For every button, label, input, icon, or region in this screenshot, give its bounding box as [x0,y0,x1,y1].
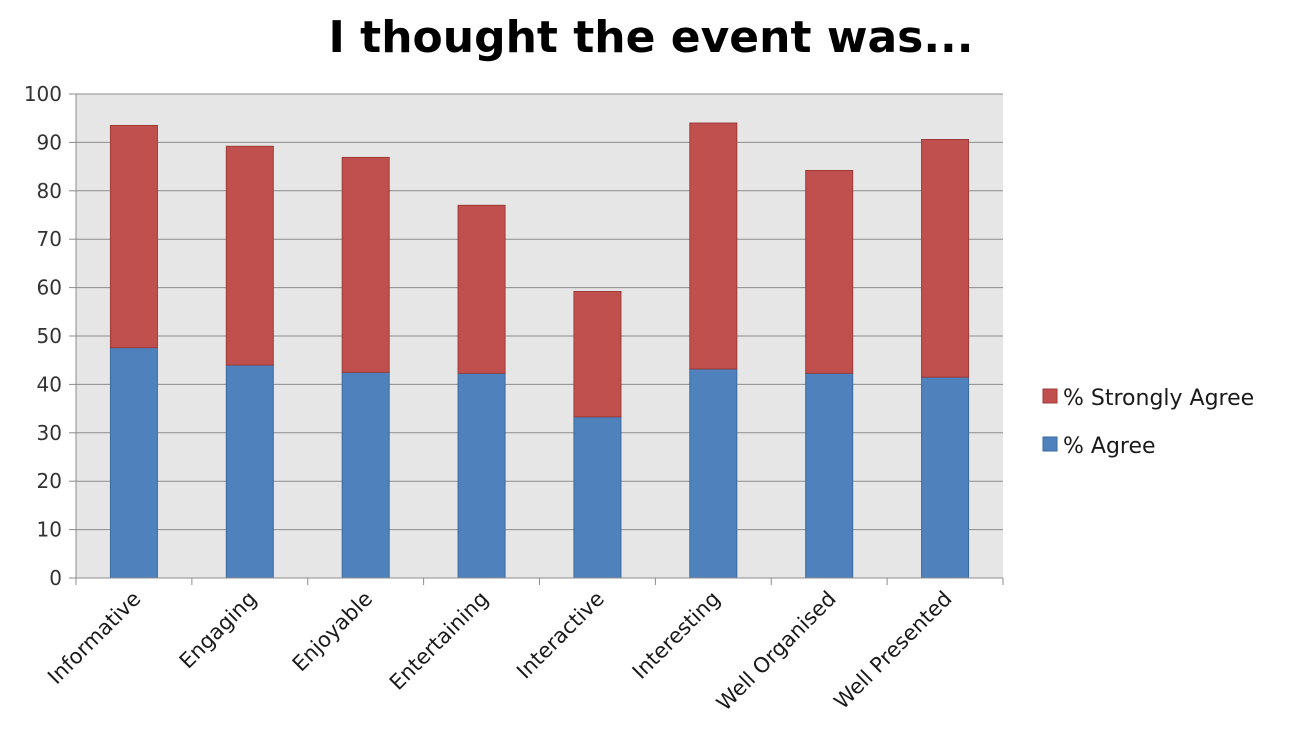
bars [109,122,970,579]
x-tick-label: Well Presented [829,587,956,714]
bar-segment-agree [805,372,854,579]
y-tick-label: 20 [37,469,62,493]
bar-segment-strongly-agree [341,156,390,373]
bar-segment-strongly-agree [921,138,970,378]
bar-segment-agree [457,372,506,579]
x-tick-label: Enjoyable [288,587,378,677]
legend-swatch [1042,436,1058,452]
y-tick-label: 10 [37,518,62,542]
y-tick-label: 0 [49,566,62,590]
x-tick-labels: Informative Engaging Enjoyable Entertaining… [43,587,956,716]
x-tick-label: Well Organised [712,587,841,716]
bar-segment-strongly-agree [225,145,274,366]
bar-segment-agree [109,347,158,579]
bar-segment-agree [921,376,970,579]
legend-label: % Agree [1063,434,1156,459]
y-tick-label: 30 [37,421,62,445]
y-tick-labels: 0 10 20 30 40 50 60 70 80 90 100 [24,82,62,590]
bar-segment-agree [341,371,390,579]
x-tick-label: Engaging [175,587,262,674]
y-tick-label: 90 [37,130,62,154]
legend-label: % Strongly Agree [1063,386,1254,411]
y-tick-label: 40 [37,372,62,396]
y-tick-label: 70 [37,227,62,251]
chart-title: I thought the event was... [328,12,974,63]
y-tick-label: 60 [37,276,62,300]
x-tick-label: Entertaining [385,587,493,695]
bar-segment-strongly-agree [689,122,738,370]
x-tick-label: Informative [43,587,145,689]
x-tick-label: Interesting [628,587,725,684]
legend: % Strongly Agree % Agree [1042,386,1254,459]
bar-segment-strongly-agree [109,124,158,349]
bar-segment-strongly-agree [457,204,506,374]
bar-segment-strongly-agree [805,169,854,374]
bar-segment-strongly-agree [573,290,622,418]
y-tick-label: 100 [24,82,62,106]
x-tick-label: Interactive [512,587,609,684]
bar-segment-agree [225,364,274,579]
axes [69,93,1004,585]
bar-segment-agree [689,368,738,579]
y-tick-label: 50 [37,324,62,348]
bar-segment-agree [573,416,622,579]
y-tick-label: 80 [37,179,62,203]
legend-swatch [1042,388,1058,404]
